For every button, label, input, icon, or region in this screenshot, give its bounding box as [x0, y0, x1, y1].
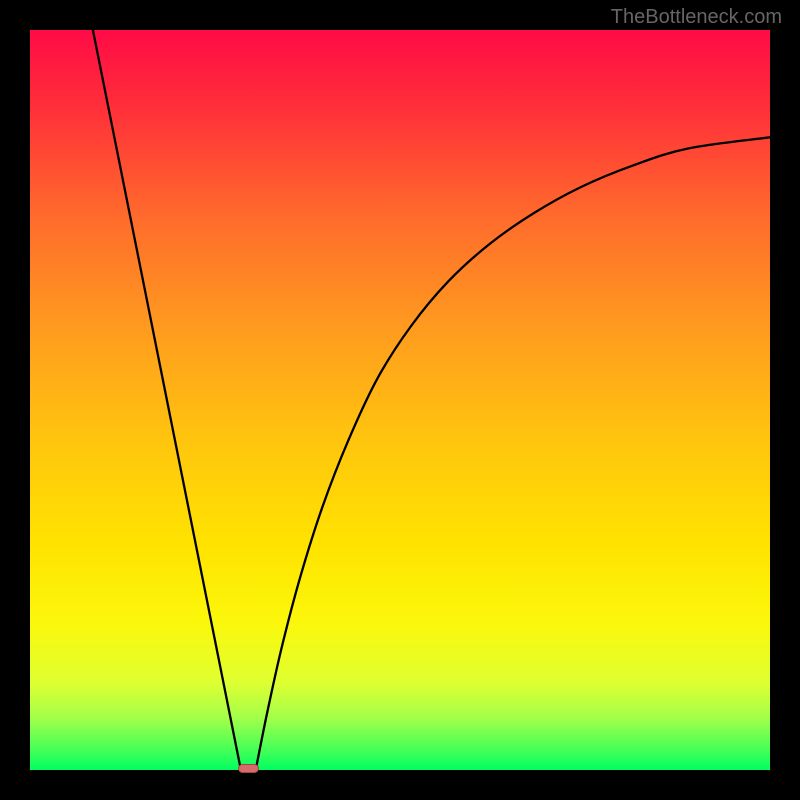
left-descending-line — [93, 30, 241, 770]
right-ascending-curve — [256, 137, 770, 770]
minimum-marker — [238, 764, 259, 773]
watermark-text: TheBottleneck.com — [611, 6, 782, 29]
plot-area — [30, 30, 770, 770]
curve-layer — [30, 30, 770, 770]
